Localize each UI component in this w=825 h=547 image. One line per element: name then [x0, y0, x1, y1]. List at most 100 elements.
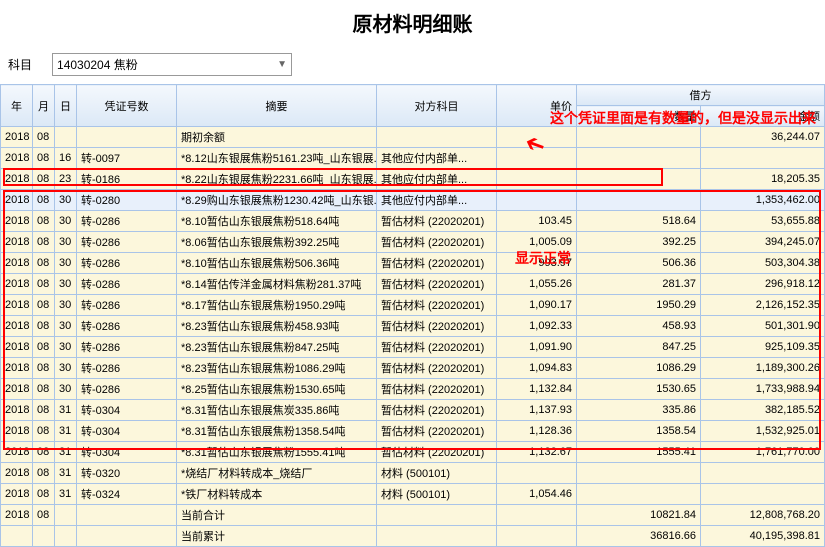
header-month[interactable]: 月 [33, 85, 55, 127]
cell: 993.97 [497, 253, 577, 274]
cell [55, 505, 77, 526]
cell [377, 505, 497, 526]
cell [497, 127, 577, 148]
table-row[interactable]: 20180816转-0097*8.12山东银展焦粉5161.23吨_山东银展..… [1, 148, 825, 169]
cell: 10821.84 [577, 505, 701, 526]
table-row[interactable]: 20180831转-0304*8.31暂估山东银展焦炭335.86吨暂估材料 (… [1, 400, 825, 421]
table-row[interactable]: 20180831转-0324*铁厂材料转成本材料 (500101)1,054.4… [1, 484, 825, 505]
cell: *8.23暂估山东银展焦粉1086.29吨 [177, 358, 377, 379]
table-row[interactable]: 20180830转-0286*8.23暂估山东银展焦粉1086.29吨暂估材料 … [1, 358, 825, 379]
cell: 503,304.38 [701, 253, 825, 274]
cell: 30 [55, 337, 77, 358]
cell: 转-0304 [77, 421, 177, 442]
cell: 08 [33, 295, 55, 316]
header-day[interactable]: 日 [55, 85, 77, 127]
cell: 08 [33, 169, 55, 190]
table-row[interactable]: 20180830转-0286*8.10暂估山东银展焦粉518.64吨暂估材料 (… [1, 211, 825, 232]
cell: 1,137.93 [497, 400, 577, 421]
cell: 30 [55, 295, 77, 316]
cell: 08 [33, 442, 55, 463]
cell [377, 526, 497, 547]
cell: *铁厂材料转成本 [177, 484, 377, 505]
cell: 1,094.83 [497, 358, 577, 379]
header-debit[interactable]: 借方 [577, 85, 825, 106]
table-row[interactable]: 20180830转-0286*8.06暂估山东银展焦粉392.25吨暂估材料 (… [1, 232, 825, 253]
table-row[interactable]: 201808当前合计10821.8412,808,768.20 [1, 505, 825, 526]
table-row[interactable]: 20180831转-0304*8.31暂估山东银展焦粉1358.54吨暂估材料 … [1, 421, 825, 442]
header-amount[interactable]: 金额 [701, 106, 825, 127]
header-qty[interactable]: 数量 [577, 106, 701, 127]
cell: 其他应付内部单... [377, 169, 497, 190]
cell: 材料 (500101) [377, 463, 497, 484]
table-row[interactable]: 20180831转-0304*8.31暂估山东银展焦粉1555.41吨暂估材料 … [1, 442, 825, 463]
cell: 转-0304 [77, 442, 177, 463]
table-row[interactable]: 20180830转-0286*8.23暂估山东银展焦粉847.25吨暂估材料 (… [1, 337, 825, 358]
cell: 1,128.36 [497, 421, 577, 442]
cell: 31 [55, 442, 77, 463]
cell: 1,092.33 [497, 316, 577, 337]
cell: 16 [55, 148, 77, 169]
cell: 期初余额 [177, 127, 377, 148]
cell: 31 [55, 421, 77, 442]
cell: 30 [55, 232, 77, 253]
table-row[interactable]: 20180830转-0286*8.25暂估山东银展焦粉1530.65吨暂估材料 … [1, 379, 825, 400]
cell: 1530.65 [577, 379, 701, 400]
cell: 暂估材料 (22020201) [377, 337, 497, 358]
cell: 2018 [1, 484, 33, 505]
cell: 2,126,152.35 [701, 295, 825, 316]
cell: *8.23暂估山东银展焦粉458.93吨 [177, 316, 377, 337]
table-row[interactable]: 20180831转-0320*烧结厂材料转成本_烧结厂材料 (500101) [1, 463, 825, 484]
cell: 458.93 [577, 316, 701, 337]
cell: 1086.29 [577, 358, 701, 379]
cell: 2018 [1, 358, 33, 379]
cell: 08 [33, 379, 55, 400]
cell [77, 505, 177, 526]
cell: *8.22山东银展焦粉2231.66吨_山东银展... [177, 169, 377, 190]
cell: *8.31暂估山东银展焦粉1555.41吨 [177, 442, 377, 463]
cell: 518.64 [577, 211, 701, 232]
table-row[interactable]: 20180823转-0186*8.22山东银展焦粉2231.66吨_山东银展..… [1, 169, 825, 190]
table-row[interactable]: 201808期初余额36,244.07 [1, 127, 825, 148]
header-voucher[interactable]: 凭证号数 [77, 85, 177, 127]
cell: 08 [33, 190, 55, 211]
cell: 30 [55, 190, 77, 211]
cell: *8.10暂估山东银展焦粉506.36吨 [177, 253, 377, 274]
cell: 其他应付内部单... [377, 148, 497, 169]
cell: 2018 [1, 421, 33, 442]
header-summary[interactable]: 摘要 [177, 85, 377, 127]
table-row[interactable]: 当前累计36816.6640,195,398.81 [1, 526, 825, 547]
cell: 36816.66 [577, 526, 701, 547]
cell: 30 [55, 211, 77, 232]
cell: 1555.41 [577, 442, 701, 463]
cell: 31 [55, 484, 77, 505]
chevron-down-icon: ▼ [277, 59, 287, 70]
cell: 转-0286 [77, 274, 177, 295]
table-row[interactable]: 20180830转-0286*8.17暂估山东银展焦粉1950.29吨暂估材料 … [1, 295, 825, 316]
cell [701, 484, 825, 505]
header-account[interactable]: 对方科目 [377, 85, 497, 127]
cell: 转-0097 [77, 148, 177, 169]
cell [497, 526, 577, 547]
table-row[interactable]: 20180830转-0286*8.10暂估山东银展焦粉506.36吨暂估材料 (… [1, 253, 825, 274]
subject-dropdown[interactable]: 14030204 焦粉 ▼ [52, 53, 292, 76]
cell [377, 127, 497, 148]
cell: 08 [33, 127, 55, 148]
table-row[interactable]: 20180830转-0280*8.29购山东银展焦粉1230.42吨_山东银..… [1, 190, 825, 211]
cell: *8.17暂估山东银展焦粉1950.29吨 [177, 295, 377, 316]
header-year[interactable]: 年 [1, 85, 33, 127]
cell: 2018 [1, 379, 33, 400]
cell: 08 [33, 484, 55, 505]
cell: 暂估材料 (22020201) [377, 295, 497, 316]
table-row[interactable]: 20180830转-0286*8.23暂估山东银展焦粉458.93吨暂估材料 (… [1, 316, 825, 337]
cell: 暂估材料 (22020201) [377, 274, 497, 295]
cell [1, 526, 33, 547]
cell: 暂估材料 (22020201) [377, 316, 497, 337]
filter-label: 科目 [8, 56, 32, 73]
cell: 1,091.90 [497, 337, 577, 358]
table-row[interactable]: 20180830转-0286*8.14暂估传洋金属材料焦粉281.37吨暂估材料… [1, 274, 825, 295]
cell: 08 [33, 253, 55, 274]
cell [577, 127, 701, 148]
cell: 382,185.52 [701, 400, 825, 421]
header-price[interactable]: 单价 [497, 85, 577, 127]
cell: *烧结厂材料转成本_烧结厂 [177, 463, 377, 484]
